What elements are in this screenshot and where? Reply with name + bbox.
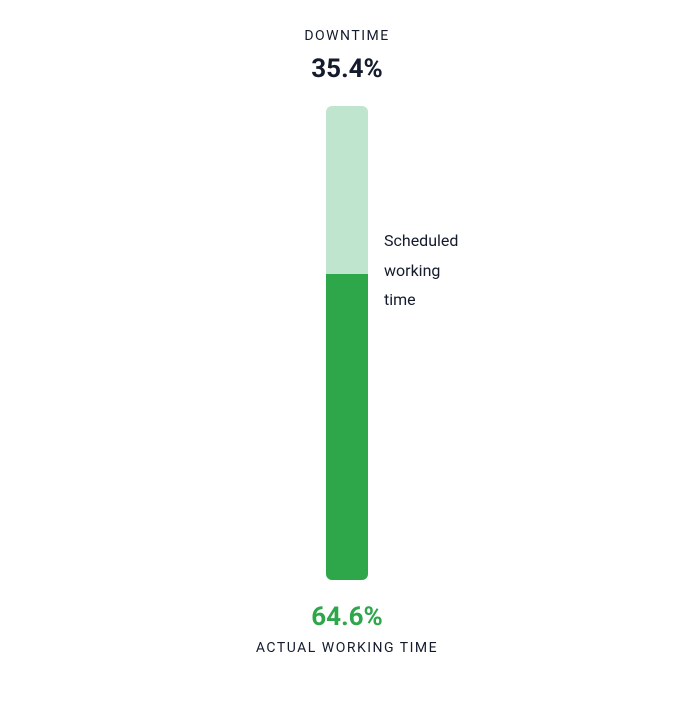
downtime-percentage: 35.4% bbox=[311, 54, 383, 84]
side-annotation: Scheduled working time bbox=[384, 226, 504, 315]
working-label: ACTUAL WORKING TIME bbox=[256, 640, 438, 656]
side-annotation-line3: time bbox=[384, 285, 504, 315]
bar-wrapper: Scheduled working time bbox=[326, 106, 368, 580]
chart-container: DOWNTIME 35.4% Scheduled working time 64… bbox=[0, 0, 694, 714]
stacked-bar bbox=[326, 106, 368, 580]
side-annotation-line2: working bbox=[384, 256, 504, 286]
working-percentage: 64.6% bbox=[311, 602, 383, 632]
bar-segment-working bbox=[326, 274, 368, 580]
downtime-label: DOWNTIME bbox=[304, 28, 389, 44]
bar-segment-downtime bbox=[326, 106, 368, 274]
side-annotation-line1: Scheduled bbox=[384, 226, 504, 256]
